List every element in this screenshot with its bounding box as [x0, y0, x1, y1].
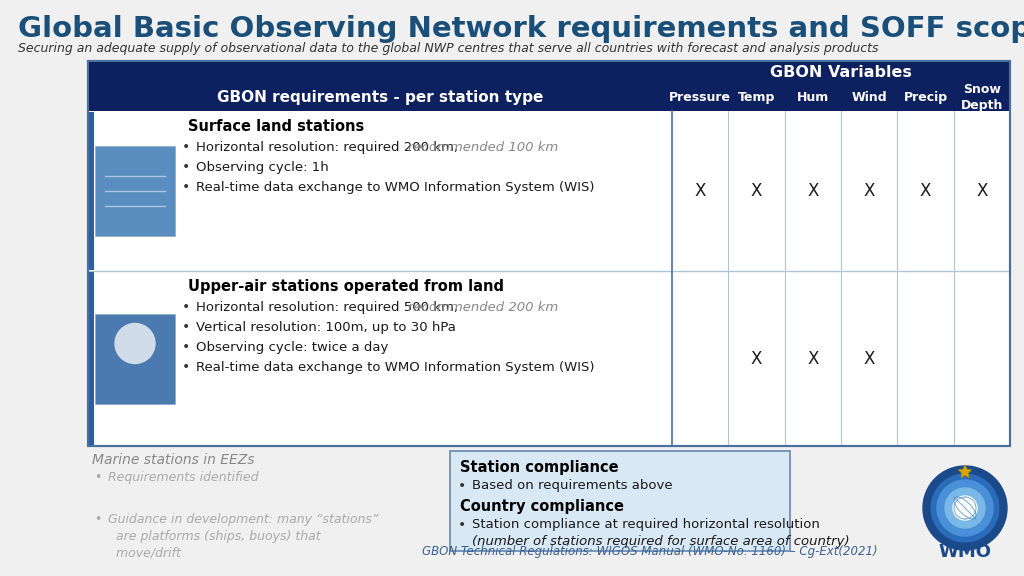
FancyBboxPatch shape	[88, 61, 1010, 446]
FancyBboxPatch shape	[95, 146, 175, 236]
Text: Securing an adequate supply of observational data to the global NWP centres that: Securing an adequate supply of observati…	[18, 42, 879, 55]
Text: Horizontal resolution: required 500 km,: Horizontal resolution: required 500 km,	[196, 301, 458, 314]
Text: Snow
Depth: Snow Depth	[961, 83, 1004, 112]
Circle shape	[945, 488, 985, 528]
Text: •: •	[182, 140, 190, 154]
Text: X: X	[751, 182, 762, 200]
Text: X: X	[694, 182, 706, 200]
Text: X: X	[976, 182, 987, 200]
Text: Horizontal resolution: required 200 km,: Horizontal resolution: required 200 km,	[196, 141, 458, 154]
Text: recommended 100 km: recommended 100 km	[408, 141, 558, 154]
Text: X: X	[807, 182, 818, 200]
Text: X: X	[863, 350, 874, 367]
Text: Wind: Wind	[851, 91, 887, 104]
Text: •: •	[94, 471, 101, 484]
Text: WMO: WMO	[939, 543, 991, 561]
Circle shape	[929, 472, 1001, 544]
Circle shape	[953, 496, 977, 520]
Text: Precip: Precip	[903, 91, 947, 104]
Text: X: X	[807, 350, 818, 367]
Text: X: X	[751, 350, 762, 367]
Text: Requirements identified: Requirements identified	[108, 471, 258, 484]
FancyBboxPatch shape	[450, 451, 790, 551]
Text: •: •	[182, 300, 190, 314]
Polygon shape	[958, 465, 972, 478]
Text: Upper-air stations operated from land: Upper-air stations operated from land	[188, 279, 504, 294]
Circle shape	[937, 480, 993, 536]
Text: Guidance in development: many “stations”
  are platforms (ships, buoys) that
  m: Guidance in development: many “stations”…	[108, 513, 379, 560]
Circle shape	[923, 466, 1007, 550]
Text: •: •	[458, 479, 466, 493]
Text: •: •	[182, 360, 190, 374]
Text: •: •	[182, 320, 190, 334]
Text: X: X	[863, 182, 874, 200]
FancyBboxPatch shape	[672, 61, 1010, 84]
Text: •: •	[182, 180, 190, 194]
Text: Temp: Temp	[738, 91, 775, 104]
Text: GBON Variables: GBON Variables	[770, 65, 912, 80]
Text: Real-time data exchange to WMO Information System (WIS): Real-time data exchange to WMO Informati…	[196, 181, 595, 194]
Text: GBON Technical Regulations: WIGOS Manual (WMO-No. 1160) – Cg-Ext(2021): GBON Technical Regulations: WIGOS Manual…	[422, 545, 878, 558]
Text: •: •	[182, 340, 190, 354]
Text: Country compliance: Country compliance	[460, 499, 624, 514]
Text: Vertical resolution: 100m, up to 30 hPa: Vertical resolution: 100m, up to 30 hPa	[196, 321, 456, 334]
Text: (number of stations required for surface area of country): (number of stations required for surface…	[472, 535, 850, 548]
FancyBboxPatch shape	[95, 313, 175, 404]
Text: X: X	[920, 182, 931, 200]
Text: •: •	[182, 160, 190, 174]
FancyBboxPatch shape	[88, 272, 94, 445]
Circle shape	[115, 324, 155, 363]
Text: Observing cycle: 1h: Observing cycle: 1h	[196, 161, 329, 174]
Text: recommended 200 km: recommended 200 km	[408, 301, 558, 314]
Text: Surface land stations: Surface land stations	[188, 119, 365, 134]
Text: Real-time data exchange to WMO Information System (WIS): Real-time data exchange to WMO Informati…	[196, 361, 595, 374]
Text: Global Basic Observing Network requirements and SOFF scope: Global Basic Observing Network requireme…	[18, 15, 1024, 43]
Text: Observing cycle: twice a day: Observing cycle: twice a day	[196, 341, 388, 354]
Text: Pressure: Pressure	[669, 91, 731, 104]
Text: GBON requirements - per station type: GBON requirements - per station type	[217, 90, 543, 105]
Text: Marine stations in EEZs: Marine stations in EEZs	[92, 453, 255, 467]
Text: •: •	[94, 513, 101, 526]
FancyBboxPatch shape	[88, 61, 672, 111]
Text: Based on requirements above: Based on requirements above	[472, 479, 673, 492]
Text: •: •	[458, 518, 466, 532]
FancyBboxPatch shape	[88, 112, 94, 270]
FancyBboxPatch shape	[88, 84, 1010, 111]
Text: Station compliance at required horizontal resolution: Station compliance at required horizonta…	[472, 518, 820, 531]
Text: Station compliance: Station compliance	[460, 460, 618, 475]
Text: Hum: Hum	[797, 91, 829, 104]
